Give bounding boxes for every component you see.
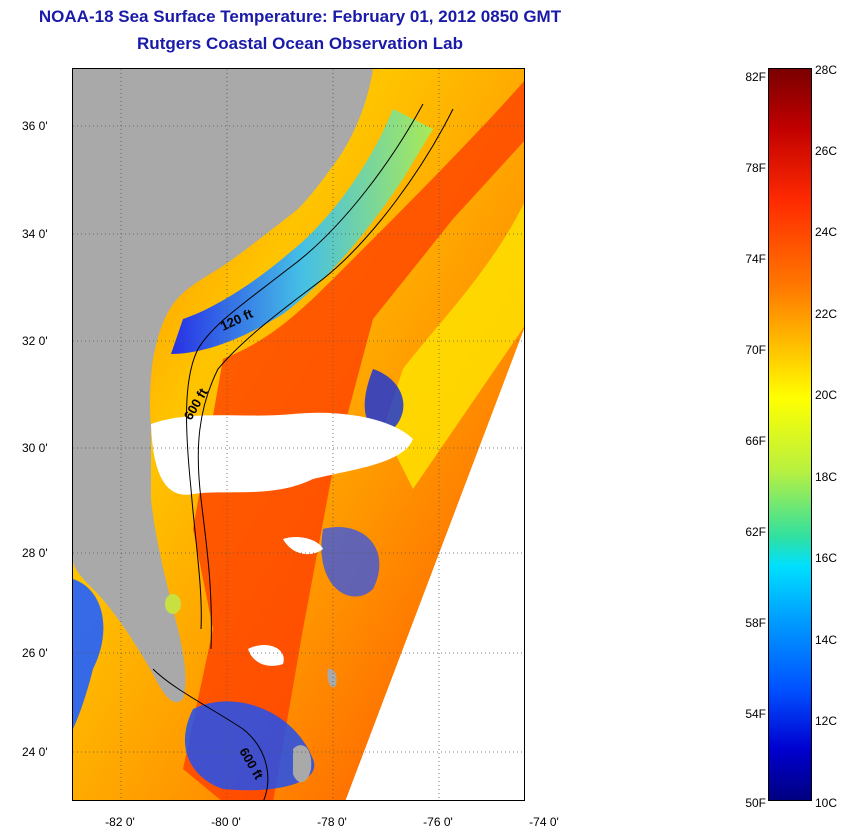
cb-label-82f: 82F	[745, 70, 766, 84]
cloud-fragment-south	[248, 644, 284, 666]
sst-map-canvas: 120 ft 600 ft 600 ft	[73, 69, 524, 800]
map-subtitle: Rutgers Coastal Ocean Observation Lab	[137, 34, 463, 53]
cb-label-50f: 50F	[745, 796, 766, 810]
sst-colorbar	[768, 68, 812, 801]
cb-label-74f: 74F	[745, 252, 766, 266]
cold-shelf-band	[171, 109, 433, 354]
cb-label-62f: 62F	[745, 525, 766, 539]
lon-label-82: -82 0'	[105, 815, 135, 829]
lat-label-32: 32 0'	[22, 334, 48, 348]
cb-label-14c: 14C	[815, 633, 838, 647]
lon-label-76: -76 0'	[423, 815, 453, 829]
lat-label-36: 36 0'	[22, 119, 48, 133]
lat-label-34: 34 0'	[22, 227, 48, 241]
offshore-yellow	[383, 203, 524, 489]
lake-okeechobee	[165, 594, 181, 614]
cb-label-16c: 16C	[815, 551, 838, 565]
cloud-mass	[151, 412, 413, 495]
land-bahamas	[293, 745, 312, 783]
cb-label-12c: 12C	[815, 714, 838, 728]
sst-map: 120 ft 600 ft 600 ft	[72, 68, 525, 801]
lon-label-74: -74 0'	[529, 815, 559, 829]
lon-label-80: -80 0'	[211, 815, 241, 829]
cb-label-70f: 70F	[745, 343, 766, 357]
cb-label-24c: 24C	[815, 225, 838, 239]
lat-label-24: 24 0'	[22, 745, 48, 759]
land-bahamas-2	[327, 668, 337, 688]
cloud-fragment	[283, 537, 323, 555]
lat-label-26: 26 0'	[22, 646, 48, 660]
cb-label-28c: 28C	[815, 63, 838, 77]
gulf-stream	[183, 81, 524, 800]
cb-label-58f: 58F	[745, 616, 766, 630]
cb-label-20c: 20C	[815, 388, 838, 402]
map-title: NOAA-18 Sea Surface Temperature: Februar…	[38, 7, 562, 26]
cold-patch-offshore	[364, 369, 404, 432]
cold-patch-bahamas	[184, 701, 315, 791]
lon-label-78: -78 0'	[317, 815, 347, 829]
lat-label-30: 30 0'	[22, 441, 48, 455]
cb-label-78f: 78F	[745, 161, 766, 175]
cb-label-18c: 18C	[815, 470, 838, 484]
cb-label-26c: 26C	[815, 144, 838, 158]
bathymetry-contours	[152, 103, 454, 800]
no-data-region	[345, 329, 524, 800]
land-mainland	[73, 69, 373, 703]
cb-label-66f: 66F	[745, 434, 766, 448]
lat-label-28: 28 0'	[22, 546, 48, 560]
cb-label-54f: 54F	[745, 707, 766, 721]
cold-patch-south	[73, 579, 104, 729]
cb-label-10c: 10C	[815, 796, 838, 810]
cb-label-22c: 22C	[815, 307, 838, 321]
cold-patch-mid	[321, 527, 380, 597]
